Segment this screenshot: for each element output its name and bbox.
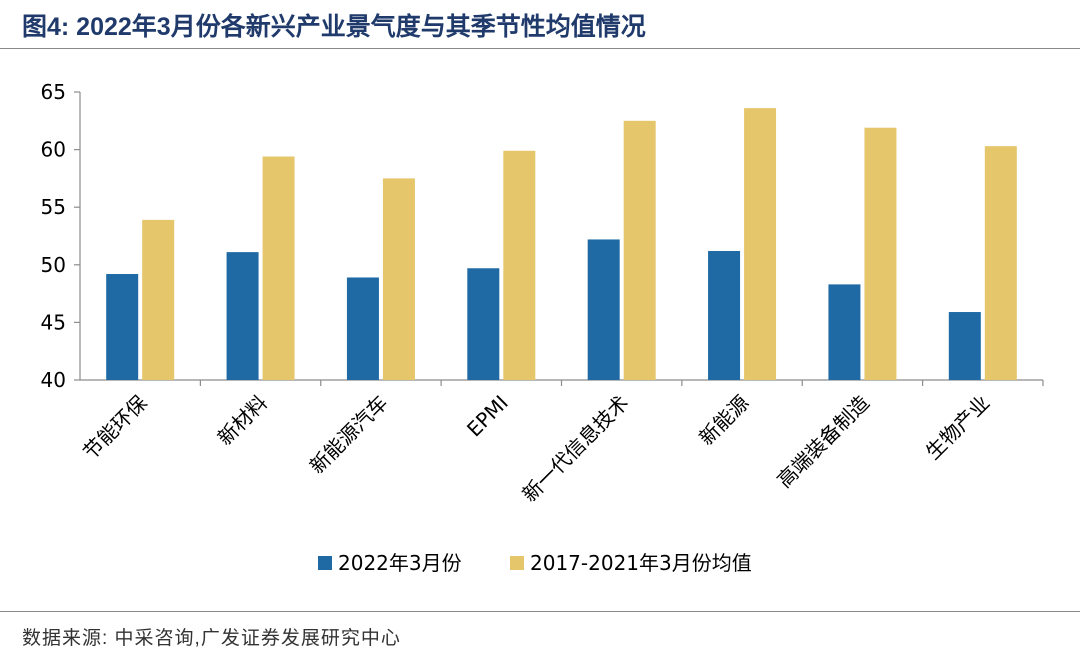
- bar-avg-2017-2021: [864, 127, 897, 380]
- bar-avg-2017-2021: [503, 150, 536, 380]
- x-category-label: 新材料: [213, 391, 272, 450]
- y-tick-label: 45: [41, 310, 66, 334]
- x-category-label: 高端装备制造: [772, 391, 874, 493]
- bar-2022-mar: [346, 277, 379, 380]
- legend-swatch: [510, 556, 524, 570]
- bar-2022-mar: [106, 274, 139, 380]
- bar-2022-mar: [828, 284, 861, 380]
- legend-label: 2017-2021年3月份均值: [530, 551, 752, 575]
- bar-chart: 40 45 50 55 60 65 节能环保 新材料 新能源汽车 EPMI 新一代信息技术 新能源 高端…: [41, 80, 1044, 575]
- bar-2022-mar: [708, 250, 741, 380]
- x-category-label: 新一代信息技术: [517, 391, 633, 507]
- x-category-label: 新能源: [694, 391, 753, 450]
- bar-2022-mar: [467, 268, 500, 380]
- x-category-label: EPMI: [462, 391, 513, 442]
- bar-avg-2017-2021: [623, 120, 656, 381]
- bar-avg-2017-2021: [984, 146, 1017, 380]
- y-tick-label: 60: [41, 138, 66, 162]
- legend-label: 2022年3月份: [338, 551, 462, 575]
- title-bar: 图4: 2022年3月份各新兴产业景气度与其季节性均值情况: [0, 0, 1080, 49]
- bar-avg-2017-2021: [744, 108, 777, 381]
- chart-title: 图4: 2022年3月份各新兴产业景气度与其季节性均值情况: [22, 13, 646, 41]
- legend-swatch: [318, 556, 332, 570]
- bar-2022-mar: [587, 239, 620, 380]
- y-tick-label: 40: [41, 368, 66, 392]
- x-category-label: 节能环保: [78, 391, 152, 465]
- source-note: 数据来源: 中采咨询,广发证券发展研究中心: [22, 628, 401, 649]
- x-category-label: 生物产业: [921, 391, 995, 465]
- y-tick-label: 65: [41, 80, 66, 104]
- y-tick-label: 50: [41, 253, 66, 277]
- bar-avg-2017-2021: [142, 219, 175, 380]
- x-category-label: 新能源汽车: [305, 391, 393, 479]
- footer-divider: [0, 611, 1080, 612]
- y-tick-label: 55: [41, 195, 66, 219]
- bar-2022-mar: [948, 312, 981, 380]
- bar-avg-2017-2021: [262, 156, 295, 380]
- bar-avg-2017-2021: [382, 178, 415, 380]
- bar-2022-mar: [226, 252, 259, 380]
